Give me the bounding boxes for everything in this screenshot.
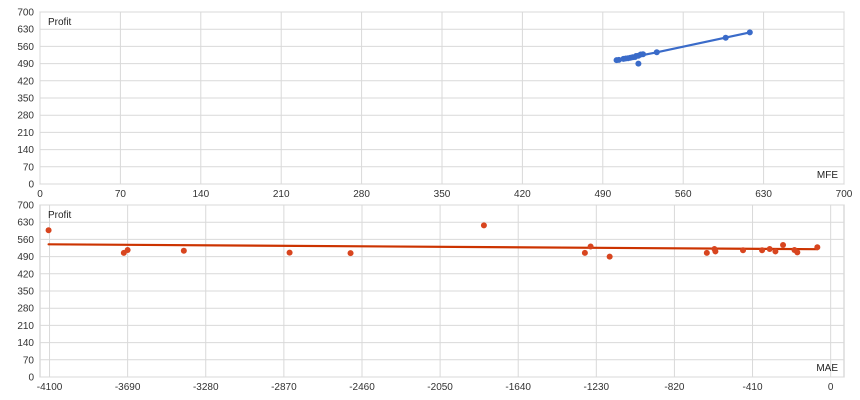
x-tick-label: -1640 xyxy=(505,382,531,393)
data-point xyxy=(772,248,779,255)
x-axis-label: MAE xyxy=(816,363,838,374)
data-point xyxy=(746,29,753,36)
x-tick-label: 0 xyxy=(828,382,834,393)
data-point xyxy=(722,34,729,41)
x-tick-label: 490 xyxy=(594,189,611,200)
data-point xyxy=(581,249,588,256)
data-point xyxy=(635,60,642,67)
data-point xyxy=(653,49,660,56)
data-point xyxy=(45,227,52,234)
y-tick-label: 700 xyxy=(17,201,34,212)
x-tick-label: 700 xyxy=(836,189,853,200)
x-tick-label: 420 xyxy=(514,189,531,200)
x-tick-label: -2460 xyxy=(349,382,375,393)
y-tick-label: 420 xyxy=(17,269,34,280)
data-point xyxy=(814,244,821,251)
x-tick-label: 350 xyxy=(434,189,451,200)
y-axis-label: Profit xyxy=(48,17,72,28)
x-tick-label: -820 xyxy=(664,382,684,393)
y-tick-label: 70 xyxy=(23,162,35,173)
y-tick-label: 70 xyxy=(23,355,35,366)
y-tick-label: 420 xyxy=(17,76,34,87)
y-tick-label: 630 xyxy=(17,25,34,36)
y-tick-label: 630 xyxy=(17,218,34,229)
x-tick-label: 70 xyxy=(115,189,127,200)
data-point xyxy=(124,246,131,253)
y-tick-label: 490 xyxy=(17,59,34,70)
y-tick-label: 140 xyxy=(17,338,34,349)
data-point xyxy=(759,247,766,254)
x-axis-label: MFE xyxy=(817,170,838,181)
x-tick-label: -2050 xyxy=(427,382,453,393)
data-point xyxy=(286,249,293,256)
x-tick-label: -1230 xyxy=(584,382,610,393)
x-tick-label: 560 xyxy=(675,189,692,200)
trendline-1 xyxy=(47,243,819,251)
y-tick-label: 560 xyxy=(17,42,34,53)
y-tick-label: 350 xyxy=(17,287,34,298)
data-point xyxy=(740,247,747,254)
y-tick-label: 210 xyxy=(17,128,34,139)
x-tick-label: 140 xyxy=(192,189,209,200)
data-point xyxy=(180,247,187,254)
x-tick-label: 630 xyxy=(755,189,772,200)
data-point xyxy=(703,249,710,256)
data-point xyxy=(780,242,787,249)
y-tick-label: 490 xyxy=(17,252,34,263)
data-point xyxy=(794,249,801,256)
y-tick-label: 210 xyxy=(17,321,34,332)
data-point xyxy=(480,222,487,229)
y-axis-label: Profit xyxy=(48,210,72,221)
y-tick-label: 0 xyxy=(28,373,34,384)
x-tick-label: -4100 xyxy=(37,382,63,393)
data-point xyxy=(712,248,719,255)
x-tick-label: 210 xyxy=(273,189,290,200)
x-tick-label: -3280 xyxy=(193,382,219,393)
x-tick-label: -2870 xyxy=(271,382,297,393)
x-tick-label: -410 xyxy=(743,382,763,393)
data-point xyxy=(615,56,622,63)
y-tick-label: 0 xyxy=(28,180,34,191)
data-point xyxy=(766,245,773,252)
x-tick-label: 280 xyxy=(353,189,370,200)
y-tick-label: 700 xyxy=(17,8,34,19)
x-tick-label: 0 xyxy=(37,189,43,200)
y-tick-label: 140 xyxy=(17,145,34,156)
data-point xyxy=(347,250,354,257)
y-tick-label: 280 xyxy=(17,111,34,122)
y-tick-label: 560 xyxy=(17,235,34,246)
y-tick-label: 350 xyxy=(17,94,34,105)
data-point xyxy=(606,253,613,260)
data-point xyxy=(640,51,646,58)
data-point xyxy=(587,243,594,250)
x-tick-label: -3690 xyxy=(115,382,141,393)
y-tick-label: 280 xyxy=(17,304,34,315)
